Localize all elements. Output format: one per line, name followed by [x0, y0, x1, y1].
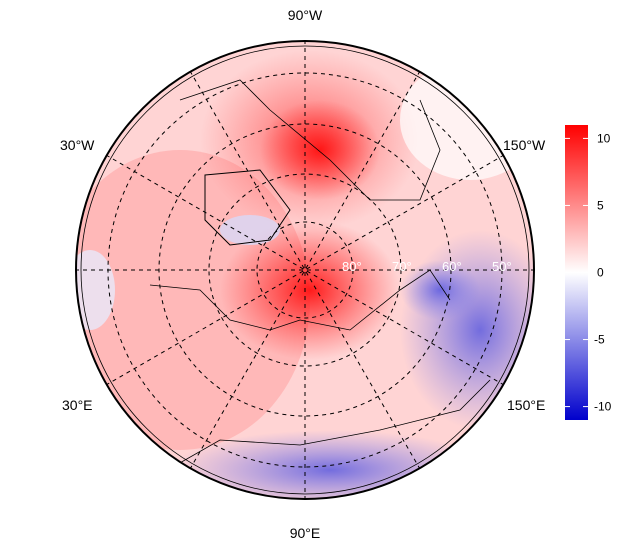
colorbar-tick-label: 5	[597, 198, 604, 212]
colorbar: 10 5 0 -5 -10	[565, 125, 612, 420]
colorbar-tick-label: -5	[594, 333, 605, 347]
colorbar-tick-label: -10	[594, 400, 612, 414]
label-150e: 150°E	[507, 397, 545, 413]
eurasia-coastline	[149, 269, 451, 331]
meridian-labels: 90°W 90°E 30°W 30°E 150°W 150°E	[60, 7, 546, 541]
lat-label-50: 50°	[492, 259, 512, 274]
north-america-coastline	[179, 79, 441, 201]
lat-label-60: 60°	[442, 259, 462, 274]
lat-label-80: 80°	[342, 259, 362, 274]
lat-label-70: 70°	[392, 259, 412, 274]
label-30w: 30°W	[60, 137, 95, 153]
label-90e: 90°E	[290, 525, 321, 541]
asia-boundary-line	[149, 379, 491, 481]
label-150w: 150°W	[503, 137, 546, 153]
colorbar-tick-label: 10	[597, 131, 611, 145]
colorbar-tick-label: 0	[597, 266, 604, 280]
label-90w: 90°W	[288, 7, 323, 23]
graticule	[76, 41, 534, 499]
colorbar-gradient	[565, 125, 588, 420]
map-inner-boundary	[80, 45, 530, 495]
greenland-coastline	[204, 169, 291, 246]
latitude-labels: 80° 70° 60° 50°	[342, 259, 512, 274]
map-boundary	[75, 40, 535, 500]
label-30e: 30°E	[62, 397, 93, 413]
